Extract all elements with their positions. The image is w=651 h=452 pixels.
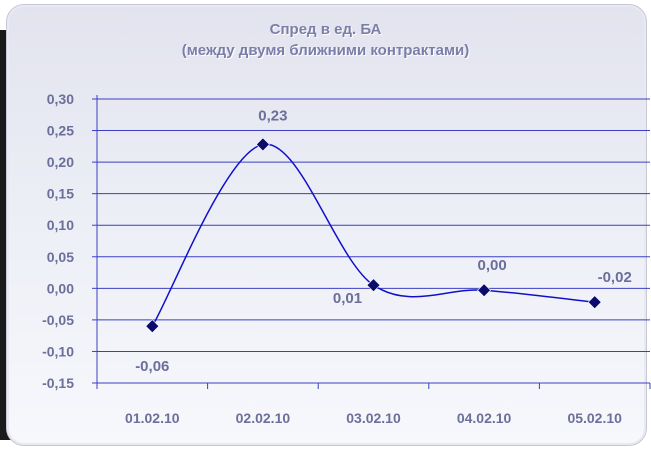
x-tick-label: 01.02.10 xyxy=(125,410,180,426)
data-label: -0,02 xyxy=(598,269,632,286)
data-point-marker xyxy=(366,278,381,293)
x-tick-label: 05.02.10 xyxy=(567,410,622,426)
x-tick-label: 02.02.10 xyxy=(236,410,291,426)
y-tick-label: -0,15 xyxy=(42,375,74,391)
x-tick-label: 04.02.10 xyxy=(457,410,512,426)
x-tick-labels: 01.02.10 02.02.10 03.02.10 04.02.10 05.02.10 xyxy=(125,410,622,426)
axes xyxy=(92,95,651,389)
data-point-marker xyxy=(477,283,492,298)
data-label: 0,00 xyxy=(477,257,506,274)
chart-title-line2: (между двумя ближними контрактами) xyxy=(181,42,470,59)
chart-title-line1: Спред в ед. БА xyxy=(269,21,382,38)
y-tick-label: 0,05 xyxy=(47,249,74,265)
data-point-marker xyxy=(145,319,160,334)
x-tick-label: 03.02.10 xyxy=(346,410,401,426)
series-line xyxy=(151,143,595,327)
y-tick-labels: 0,30 0,25 0,20 0,15 0,10 0,05 0,00 -0,05 -0,10 -0… xyxy=(42,91,74,391)
y-tick-label: -0,10 xyxy=(42,343,74,359)
series xyxy=(151,143,595,327)
y-tick-label: 0,10 xyxy=(47,217,74,233)
data-point-marker xyxy=(255,137,270,152)
y-tick-label: -0,05 xyxy=(42,312,74,328)
data-label: 0,01 xyxy=(333,290,362,307)
data-point-marker xyxy=(587,295,602,310)
y-tick-label: 0,30 xyxy=(47,91,74,107)
gridlines xyxy=(97,98,650,352)
data-markers xyxy=(145,137,602,334)
data-label: -0,06 xyxy=(135,358,169,375)
y-tick-label: 0,25 xyxy=(47,123,74,139)
y-tick-label: 0,15 xyxy=(47,186,74,202)
data-labels: -0,06 0,23 0,01 0,00 -0,02 xyxy=(135,107,632,375)
y-tick-label: 0,00 xyxy=(47,280,74,296)
y-tick-label: 0,20 xyxy=(47,154,74,170)
data-label: 0,23 xyxy=(258,107,287,124)
